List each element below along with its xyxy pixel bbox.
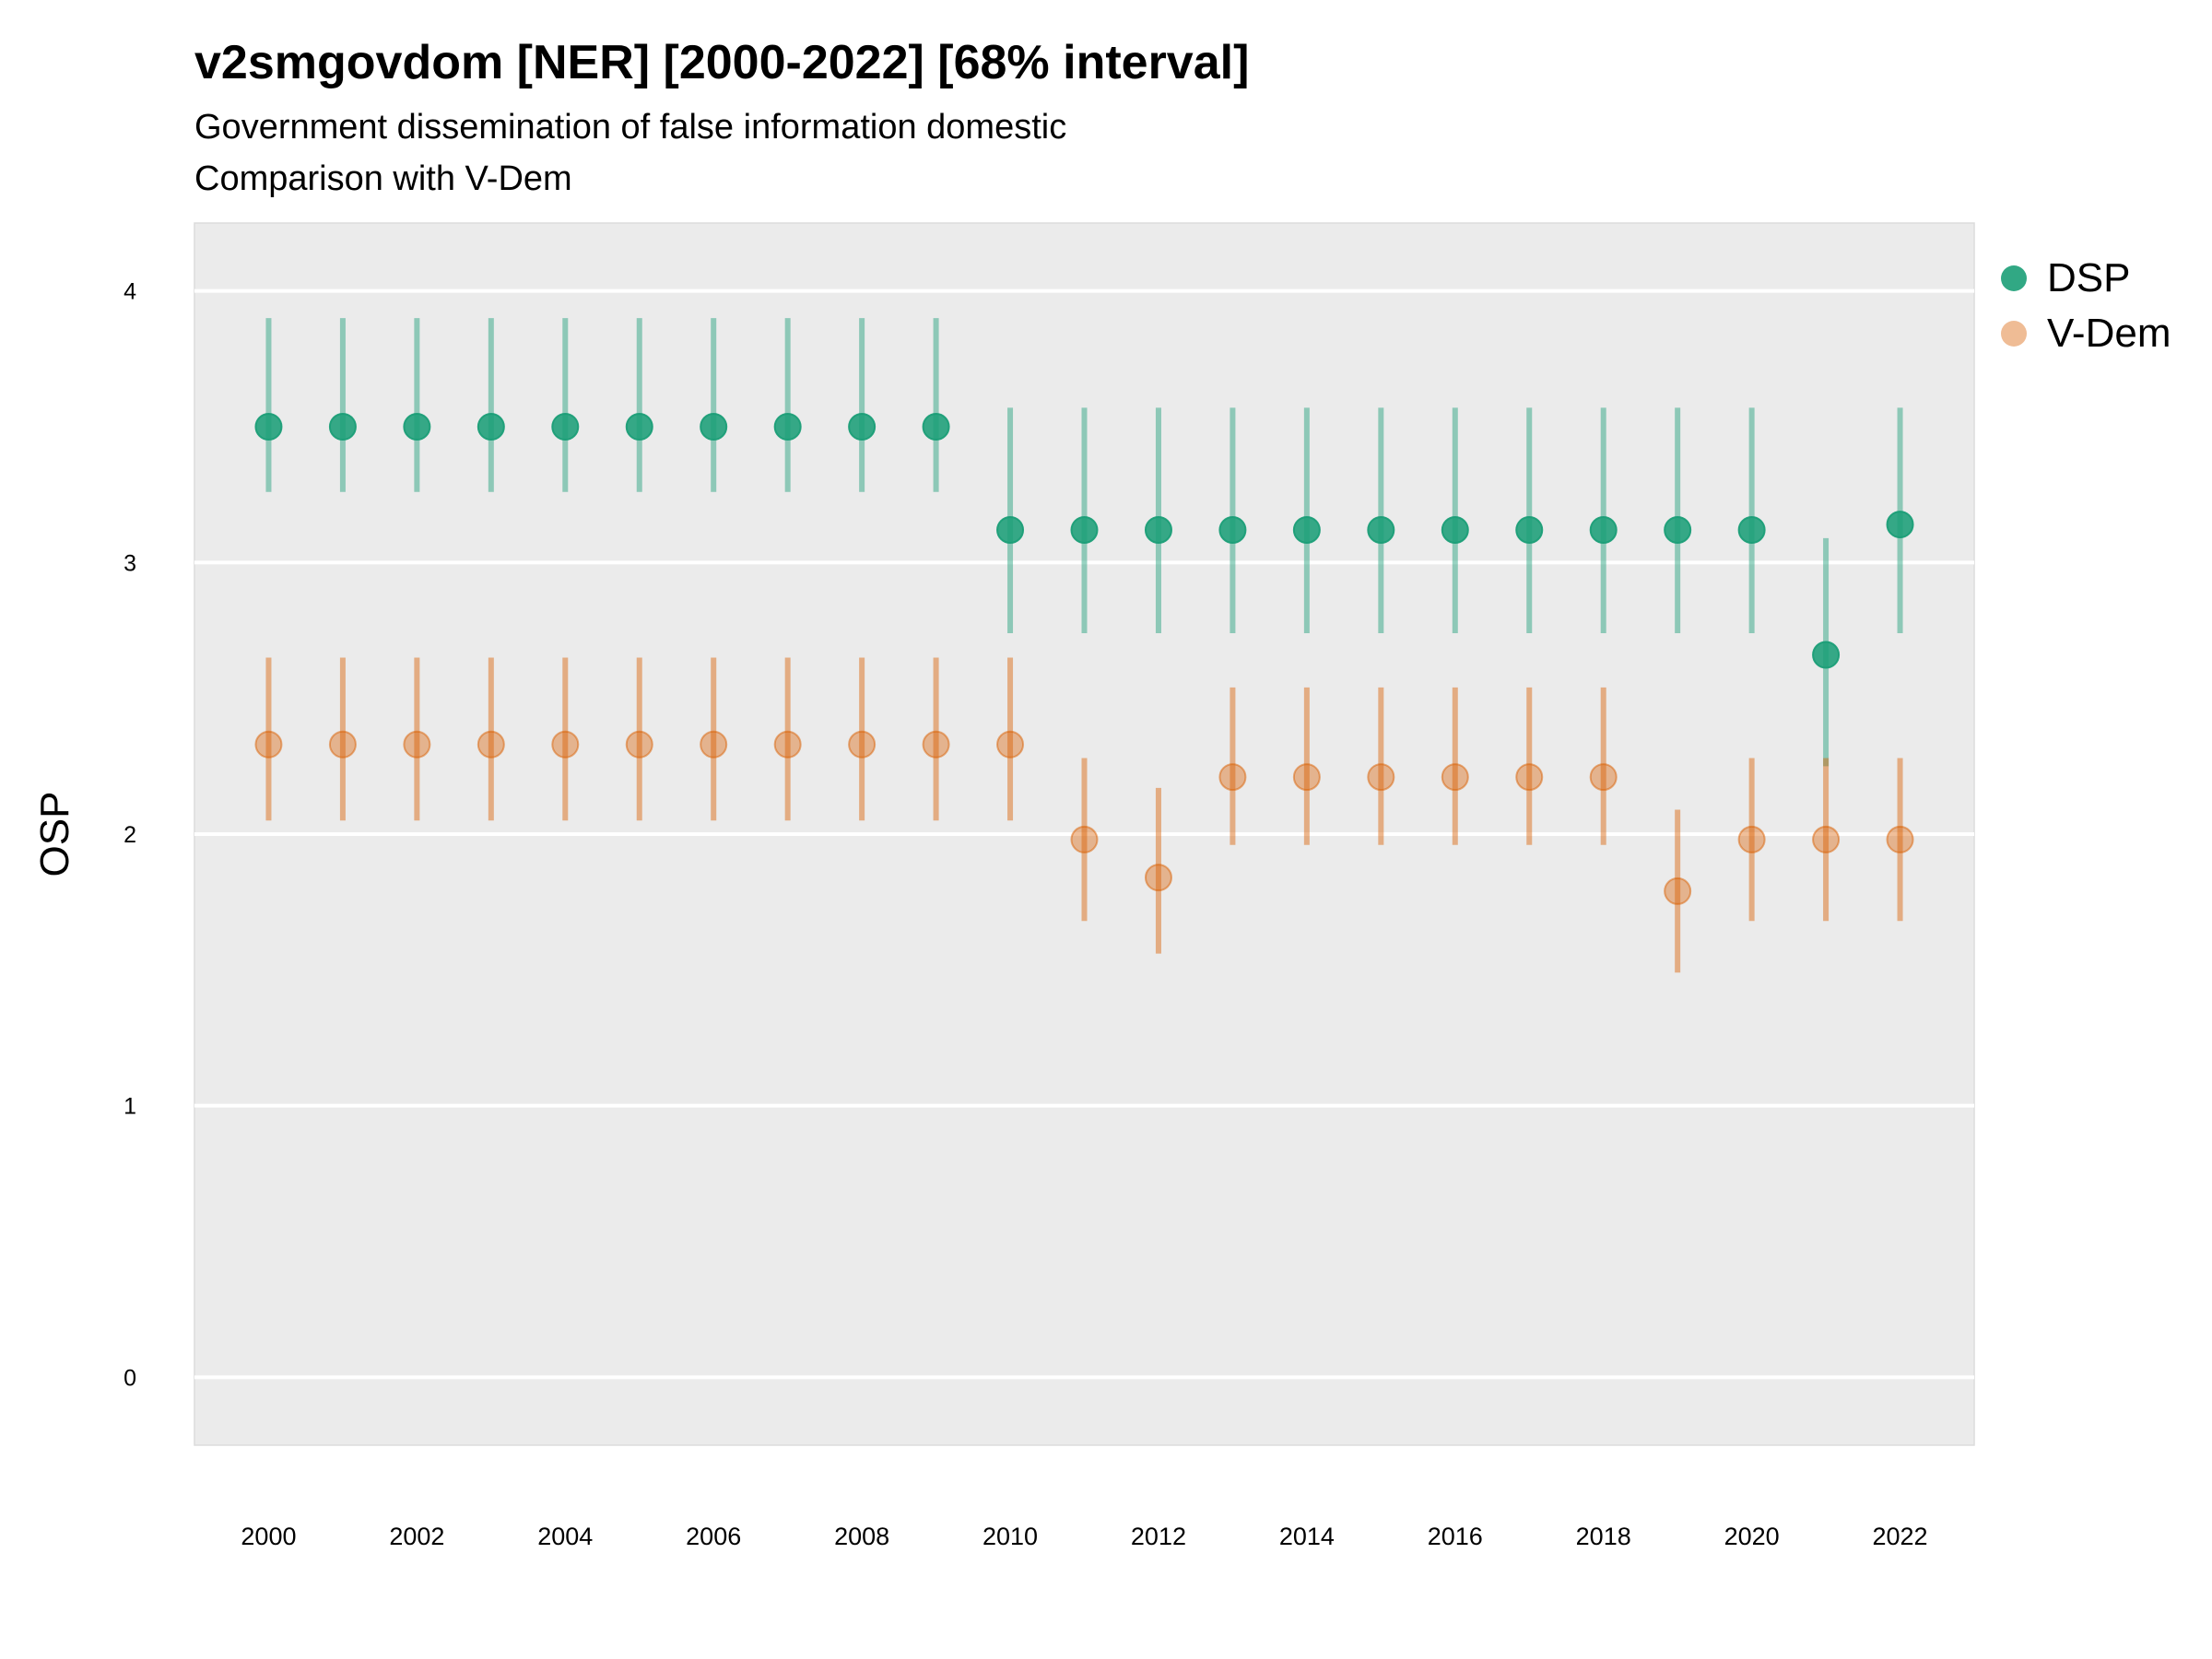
data-point-vdem (1441, 763, 1469, 792)
y-tick-label: 0 (124, 1365, 136, 1391)
y-tick-label: 1 (124, 1094, 136, 1120)
x-tick-label: 2012 (1131, 1523, 1186, 1550)
data-point-vdem (1144, 864, 1172, 892)
legend-label-vdem: V-Dem (2047, 311, 2171, 356)
data-point-dsp (773, 413, 802, 441)
data-point-dsp (1886, 511, 1914, 539)
data-point-vdem (403, 730, 431, 759)
legend-key-dsp (2001, 265, 2027, 291)
data-point-dsp (1367, 515, 1395, 544)
x-tick-label: 2018 (1576, 1523, 1631, 1550)
data-point-vdem (1886, 825, 1914, 853)
y-tick-label: 3 (124, 550, 136, 576)
data-point-vdem (1664, 877, 1692, 905)
data-point-vdem (254, 730, 283, 759)
data-point-dsp (254, 413, 283, 441)
data-point-dsp (551, 413, 580, 441)
x-tick-label: 2006 (686, 1523, 741, 1550)
data-point-dsp (1070, 515, 1099, 544)
data-point-vdem (996, 730, 1025, 759)
data-point-vdem (773, 730, 802, 759)
data-point-vdem (1515, 763, 1544, 792)
data-point-dsp (1737, 515, 1766, 544)
y-tick-label: 4 (124, 279, 136, 305)
legend-item-vdem: V-Dem (1995, 306, 2171, 361)
data-point-dsp (1218, 515, 1247, 544)
data-point-vdem (1292, 763, 1321, 792)
data-point-vdem (328, 730, 357, 759)
data-point-dsp (1441, 515, 1469, 544)
x-tick-label: 2004 (537, 1523, 593, 1550)
data-point-dsp (1664, 515, 1692, 544)
data-point-dsp (1292, 515, 1321, 544)
data-point-vdem (700, 730, 728, 759)
chart-subtitle: Government dissemination of false inform… (194, 108, 1067, 147)
data-point-dsp (1812, 641, 1841, 669)
data-point-dsp (996, 515, 1025, 544)
data-point-dsp (1515, 515, 1544, 544)
data-point-dsp (1144, 515, 1172, 544)
data-point-vdem (1589, 763, 1618, 792)
data-point-vdem (1218, 763, 1247, 792)
x-tick-label: 2014 (1279, 1523, 1335, 1550)
data-point-vdem (1737, 825, 1766, 853)
data-point-vdem (477, 730, 505, 759)
data-point-vdem (1367, 763, 1395, 792)
data-point-dsp (1589, 515, 1618, 544)
x-tick-label: 2020 (1724, 1523, 1780, 1550)
data-point-dsp (700, 413, 728, 441)
data-point-vdem (551, 730, 580, 759)
legend-key-vdem (2001, 321, 2027, 347)
data-point-dsp (328, 413, 357, 441)
data-point-dsp (625, 413, 653, 441)
x-tick-label: 2000 (241, 1523, 296, 1550)
data-point-dsp (848, 413, 877, 441)
data-point-vdem (922, 730, 950, 759)
data-point-dsp (477, 413, 505, 441)
x-tick-label: 2008 (834, 1523, 889, 1550)
legend-label-dsp: DSP (2047, 255, 2131, 300)
data-point-vdem (1070, 825, 1099, 853)
x-tick-label: 2022 (1873, 1523, 1928, 1550)
data-point-vdem (1812, 825, 1841, 853)
chart-subtitle-comparison: Comparison with V-Dem (194, 159, 572, 198)
y-axis-title: OSP (32, 792, 77, 877)
x-tick-label: 2016 (1428, 1523, 1483, 1550)
data-point-vdem (848, 730, 877, 759)
data-point-dsp (403, 413, 431, 441)
x-tick-label: 2002 (389, 1523, 444, 1550)
y-tick-label: 2 (124, 822, 136, 848)
data-point-vdem (625, 730, 653, 759)
legend: DSP V-Dem (1995, 251, 2171, 361)
legend-item-dsp: DSP (1995, 251, 2171, 306)
chart-title: v2smgovdom [NER] [2000-2022] [68% interv… (194, 36, 1250, 89)
data-point-dsp (922, 413, 950, 441)
x-tick-label: 2010 (982, 1523, 1038, 1550)
